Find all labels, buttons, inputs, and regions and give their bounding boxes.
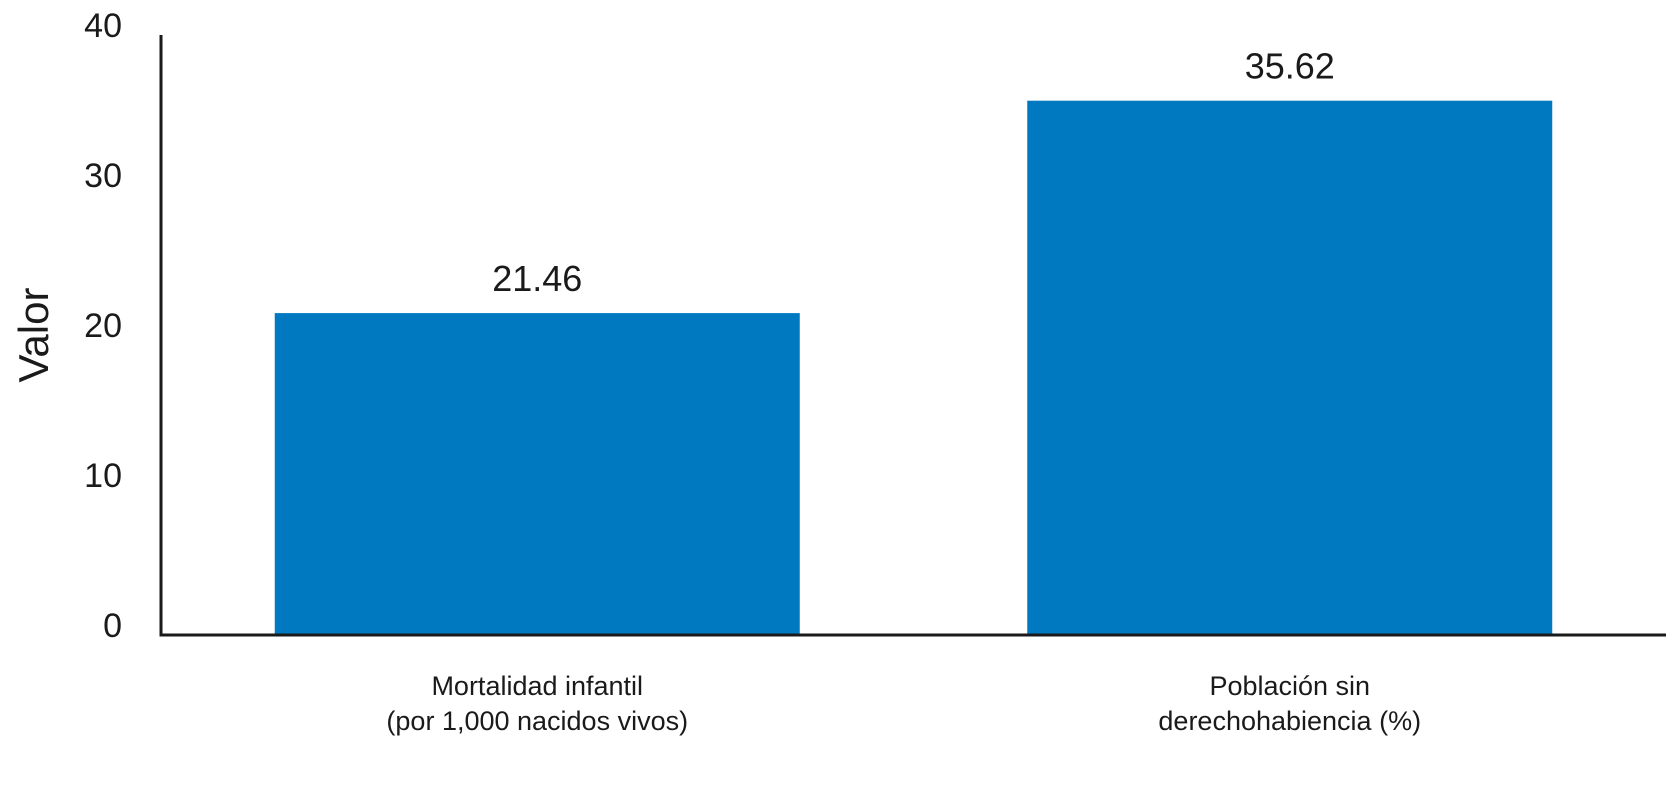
bar-value-label: 35.62 — [1245, 46, 1335, 87]
bar — [1027, 100, 1553, 635]
bar — [274, 313, 800, 635]
x-category-label: derechohabiencia (%) — [1158, 706, 1421, 736]
y-tick-label: 40 — [84, 7, 122, 45]
value-labels-group: 21.46 35.62 — [492, 46, 1335, 299]
y-tick-label: 20 — [84, 307, 122, 345]
x-category-label: (por 1,000 nacidos vivos) — [386, 706, 688, 736]
y-tick-label: 10 — [84, 457, 122, 495]
y-axis-title: Valor — [10, 288, 57, 383]
x-axis-categories: Mortalidad infantil (por 1,000 nacidos vi… — [386, 671, 1421, 736]
bar-value-label: 21.46 — [492, 258, 582, 299]
y-tick-label: 0 — [103, 607, 122, 645]
bars-group — [274, 100, 1553, 635]
y-tick-label: 30 — [84, 157, 122, 195]
x-category-label: Mortalidad infantil — [431, 671, 643, 701]
x-category-label: Población sin — [1209, 671, 1370, 701]
y-axis-ticks: 0 10 20 30 40 — [84, 7, 122, 645]
